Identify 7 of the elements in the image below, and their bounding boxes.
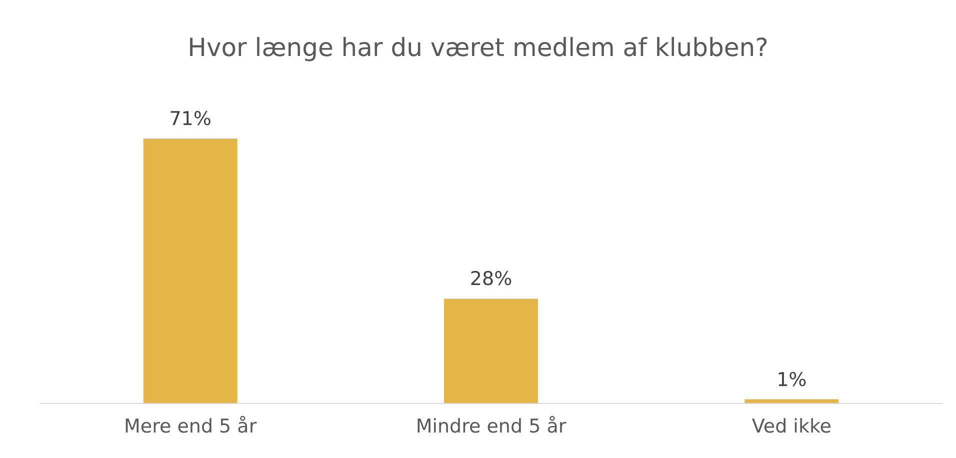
chart-title: Hvor længe har du været medlem af klubben? (188, 33, 768, 62)
x-tick-label: Mere end 5 år (124, 416, 257, 438)
x-tick-label: Ved ikke (752, 416, 832, 438)
data-label: 71% (169, 108, 212, 130)
data-label: 1% (776, 368, 807, 391)
data-label: 28% (470, 268, 512, 290)
x-tick-label: Mindre end 5 år (416, 416, 566, 438)
